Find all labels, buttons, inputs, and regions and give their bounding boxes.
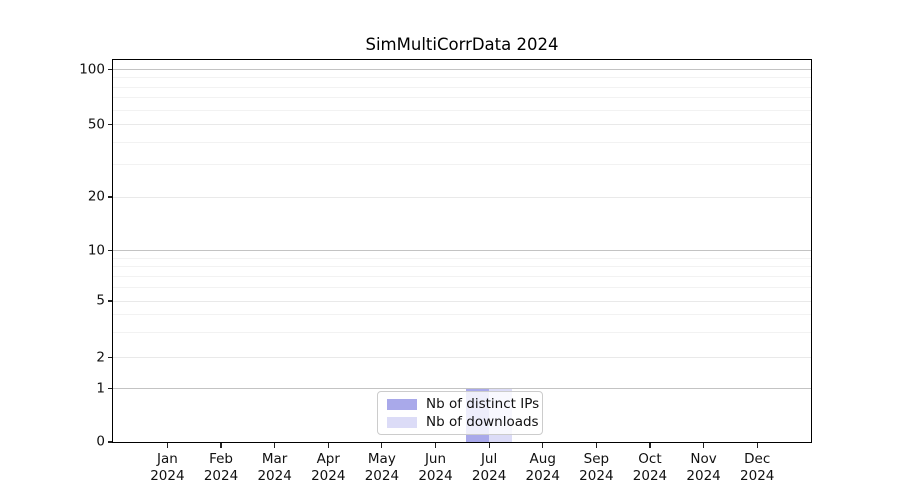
- x-tick-mark: [434, 443, 437, 448]
- minor-gridline: [113, 109, 811, 111]
- minor-gridline: [113, 314, 811, 316]
- legend-label: Nb of downloads: [426, 414, 539, 430]
- x-tick-label: Nov 2024: [686, 451, 721, 484]
- minor-gridline: [113, 141, 811, 143]
- x-tick-label: Sep 2024: [579, 451, 614, 484]
- x-tick-mark: [703, 443, 705, 448]
- y-tick-mark: [108, 123, 112, 126]
- y-tick-label: 2: [96, 348, 105, 365]
- y-tick-mark: [108, 249, 112, 252]
- x-tick-mark: [220, 443, 222, 448]
- y-tick-label: 1: [96, 379, 105, 396]
- x-tick-label: Mar 2024: [257, 451, 292, 484]
- x-tick-label: Dec 2024: [740, 451, 775, 484]
- y-tick-mark: [108, 300, 112, 302]
- x-tick-label: Jan 2024: [150, 451, 185, 484]
- minor-gridline: [113, 164, 811, 166]
- x-tick-label: Jun 2024: [418, 451, 453, 484]
- minor-gridline: [113, 97, 811, 99]
- minor-gridline: [113, 77, 811, 79]
- minor-gridline: [113, 86, 811, 88]
- x-tick-mark: [488, 443, 490, 448]
- minor-gridline: [113, 266, 811, 268]
- major-gridline: [113, 300, 811, 302]
- legend-item: Nb of distinct IPs: [387, 396, 539, 412]
- x-tick-mark: [327, 443, 329, 448]
- legend-label: Nb of distinct IPs: [426, 396, 540, 412]
- major-gridline: [113, 250, 811, 251]
- y-tick-label: 20: [87, 188, 105, 205]
- legend-item: Nb of downloads: [387, 414, 539, 430]
- x-tick-mark: [381, 443, 383, 448]
- y-tick-label: 0: [96, 433, 105, 450]
- y-tick-mark: [108, 387, 112, 390]
- y-tick-mark: [108, 356, 112, 359]
- major-gridline: [113, 196, 811, 198]
- legend-swatch-icon: [387, 416, 417, 428]
- x-tick-mark: [756, 443, 758, 448]
- y-tick-label: 50: [87, 115, 105, 132]
- x-tick-mark: [166, 443, 168, 448]
- x-tick-mark: [542, 443, 544, 448]
- x-tick-label: Oct 2024: [632, 451, 668, 484]
- legend-swatch-icon: [387, 398, 417, 410]
- major-gridline: [113, 124, 811, 125]
- minor-gridline: [113, 287, 811, 289]
- bottom-spine: [113, 442, 813, 444]
- major-gridline: [113, 388, 811, 389]
- minor-gridline: [113, 257, 811, 259]
- left-spine: [112, 59, 114, 444]
- x-tick-mark: [595, 443, 597, 448]
- y-tick-label: 100: [79, 60, 105, 77]
- major-gridline: [113, 357, 811, 358]
- chart-title: SimMultiCorrData 2024: [365, 35, 559, 54]
- x-tick-label: Feb 2024: [203, 451, 239, 484]
- y-tick-mark: [108, 441, 112, 443]
- legend: Nb of distinct IPs Nb of downloads: [377, 391, 543, 435]
- x-tick-label: Apr 2024: [311, 451, 346, 484]
- y-tick-label: 5: [96, 292, 105, 309]
- major-gridline: [113, 69, 811, 70]
- x-tick-label: May 2024: [364, 451, 400, 484]
- x-tick-mark: [274, 443, 276, 448]
- y-tick-mark: [108, 196, 112, 198]
- x-tick-mark: [649, 443, 651, 448]
- minor-gridline: [113, 331, 811, 333]
- x-tick-label: Aug 2024: [525, 451, 560, 484]
- y-tick-mark: [108, 68, 112, 71]
- right-spine: [811, 59, 813, 444]
- x-tick-label: Jul 2024: [471, 451, 507, 484]
- minor-gridline: [113, 275, 811, 277]
- y-tick-label: 10: [87, 241, 105, 258]
- top-spine: [113, 59, 813, 61]
